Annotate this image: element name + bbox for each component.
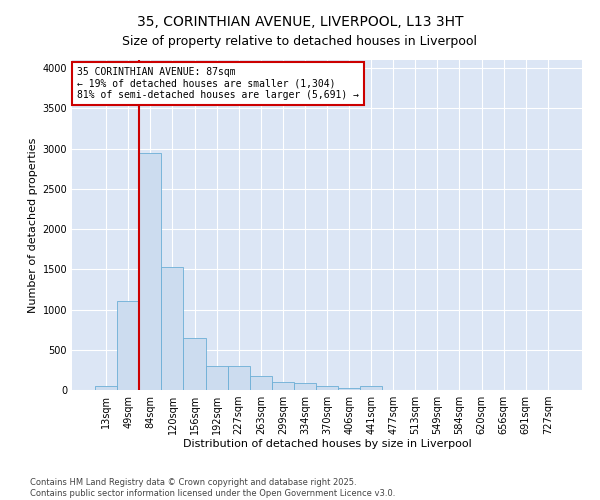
Bar xyxy=(227,366,250,390)
Y-axis label: Number of detached properties: Number of detached properties xyxy=(28,138,38,312)
Text: 35 CORINTHIAN AVENUE: 87sqm
← 19% of detached houses are smaller (1,304)
81% of : 35 CORINTHIAN AVENUE: 87sqm ← 19% of det… xyxy=(77,66,359,100)
Bar xyxy=(294,383,316,390)
Text: Contains HM Land Registry data © Crown copyright and database right 2025.
Contai: Contains HM Land Registry data © Crown c… xyxy=(30,478,395,498)
Bar xyxy=(184,338,206,390)
Bar xyxy=(206,366,227,390)
Bar xyxy=(117,302,139,390)
Bar xyxy=(338,388,360,390)
X-axis label: Distribution of detached houses by size in Liverpool: Distribution of detached houses by size … xyxy=(182,438,472,448)
Text: Size of property relative to detached houses in Liverpool: Size of property relative to detached ho… xyxy=(122,35,478,48)
Bar xyxy=(360,386,382,390)
Bar xyxy=(316,386,338,390)
Bar xyxy=(250,376,272,390)
Bar xyxy=(139,152,161,390)
Bar xyxy=(161,267,184,390)
Bar xyxy=(272,382,294,390)
Bar xyxy=(95,386,117,390)
Text: 35, CORINTHIAN AVENUE, LIVERPOOL, L13 3HT: 35, CORINTHIAN AVENUE, LIVERPOOL, L13 3H… xyxy=(137,15,463,29)
